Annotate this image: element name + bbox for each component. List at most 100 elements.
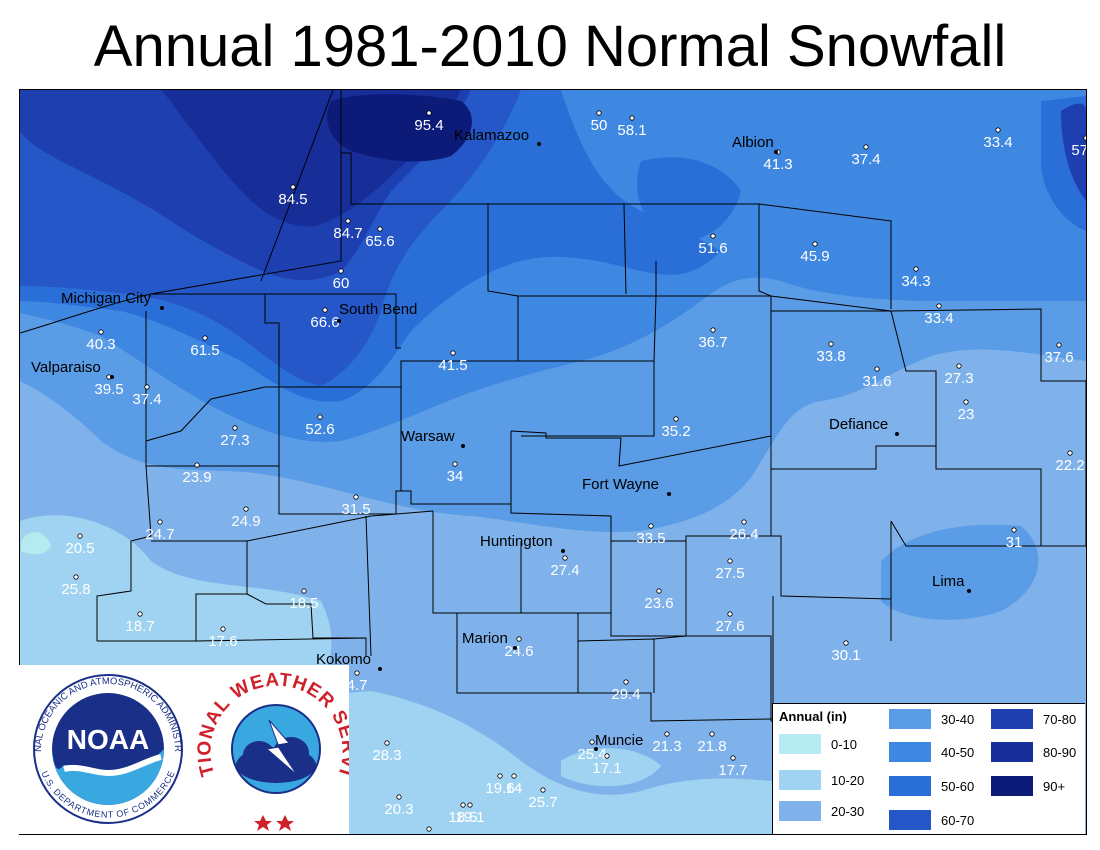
station-marker: 35.2 xyxy=(661,416,691,440)
station-dot xyxy=(1056,342,1062,348)
station-dot xyxy=(664,731,670,737)
station-dot xyxy=(396,794,402,800)
station-value: 30.1 xyxy=(831,647,860,664)
station-dot xyxy=(604,753,610,759)
station-marker: 36.7 xyxy=(698,327,728,351)
logo-art: NOAA NATIONAL OCEANIC AND ATMOSPHERIC AD… xyxy=(12,649,358,831)
station-marker: 65.6 xyxy=(365,226,395,250)
station-dot xyxy=(623,679,629,685)
station-dot xyxy=(562,555,568,561)
city-marker: Lima xyxy=(932,573,971,593)
station-marker: 50 xyxy=(591,110,608,134)
station-dot xyxy=(843,640,849,646)
city-label: Warsaw xyxy=(401,428,455,445)
city-marker: Muncie xyxy=(594,732,643,751)
station-marker: 25.8 xyxy=(61,574,91,598)
station-dot xyxy=(673,416,679,422)
station-dot xyxy=(936,303,942,309)
station-value: 21.8 xyxy=(697,738,726,755)
station-marker: 33.8 xyxy=(816,341,846,365)
city-dot xyxy=(160,306,164,310)
station-marker: 27.4 xyxy=(550,555,580,579)
station-value: 26.4 xyxy=(729,526,758,543)
station-dot xyxy=(656,588,662,594)
city-marker: Albion xyxy=(732,134,778,154)
station-marker: 66.6 xyxy=(310,307,340,331)
legend-label: 70-80 xyxy=(1043,712,1077,727)
station-dot xyxy=(144,384,150,390)
station-value: 33.8 xyxy=(816,348,845,365)
city-label: Albion xyxy=(732,134,774,151)
station-value: 4.7 xyxy=(347,677,368,694)
station-dot xyxy=(956,363,962,369)
station-value: 29.4 xyxy=(611,686,640,703)
city-marker: Warsaw xyxy=(401,428,465,448)
station-value: 25.7 xyxy=(528,794,557,811)
station-dot xyxy=(511,773,517,779)
station-value: 34.3 xyxy=(901,273,930,290)
station-marker: 26.4 xyxy=(729,519,759,543)
city-label: South Bend xyxy=(339,301,417,318)
station-marker: 52.6 xyxy=(305,414,335,438)
station-marker: 37.4 xyxy=(851,144,881,168)
station-dot xyxy=(202,335,208,341)
station-dot xyxy=(73,574,79,580)
legend-swatch xyxy=(779,770,821,790)
station-value: 50 xyxy=(591,117,608,134)
station-marker: 39.5 xyxy=(94,374,124,398)
station-dot xyxy=(384,740,390,746)
station-value: 25.4 xyxy=(577,746,606,763)
station-marker: 23.6 xyxy=(644,588,674,612)
city-marker: Kalamazoo xyxy=(454,127,541,146)
county-boundaries xyxy=(20,90,1086,722)
station-marker: 37.6 xyxy=(1044,342,1074,366)
station-value: 33.5 xyxy=(636,530,665,547)
station-marker: 19.1 xyxy=(455,802,485,826)
city-label: Michigan City xyxy=(61,290,152,307)
station-marker: 57.3 xyxy=(1071,135,1086,159)
station-marker: 33.5 xyxy=(636,523,666,547)
station-marker: 34.3 xyxy=(901,266,931,290)
city-marker: Huntington xyxy=(480,533,565,553)
station-value: 20.3 xyxy=(384,801,413,818)
legend-swatch xyxy=(991,742,1033,762)
city-dot xyxy=(378,667,382,671)
station-marker: 24.6 xyxy=(504,636,534,660)
city-dot xyxy=(561,549,565,553)
station-marker: 17.7 xyxy=(718,755,748,779)
city-dot xyxy=(110,375,114,379)
station-dot xyxy=(322,307,328,313)
station-value: 36.7 xyxy=(698,334,727,351)
station-marker: 18.7 xyxy=(125,611,155,635)
station-marker: 27.6 xyxy=(715,611,745,635)
station-dot xyxy=(741,519,747,525)
station-value: 52.6 xyxy=(305,421,334,438)
city-dot xyxy=(594,747,598,751)
station-value: 84.7 xyxy=(333,225,362,242)
city-dot xyxy=(461,444,465,448)
station-marker: 33.4 xyxy=(983,127,1013,151)
legend-swatch xyxy=(991,709,1033,729)
city-label: Huntington xyxy=(480,533,553,550)
station-dot xyxy=(317,414,323,420)
legend-label: 90+ xyxy=(1043,779,1066,794)
station-dot xyxy=(516,636,522,642)
station-dot xyxy=(452,461,458,467)
station-value: 18.5 xyxy=(448,809,477,826)
station-value: 18.5 xyxy=(289,595,318,612)
legend-title: Annual (in) xyxy=(779,709,847,724)
station-marker: 60 xyxy=(333,268,349,292)
station-marker: 31 xyxy=(1006,527,1022,551)
station-marker: 61.5 xyxy=(190,335,220,359)
station-dot xyxy=(596,110,602,116)
city-marker: Kokomo xyxy=(316,651,382,671)
station-value: 22.2 xyxy=(1055,457,1084,474)
station-marker: 17.6 xyxy=(208,626,238,650)
city-marker: Michigan City xyxy=(61,290,164,310)
station-marker: 40.3 xyxy=(86,329,116,353)
legend-swatch xyxy=(889,810,931,830)
station-dot xyxy=(629,115,635,121)
station-value: 14 xyxy=(506,780,523,797)
station-dot xyxy=(497,773,503,779)
station-dot xyxy=(232,425,238,431)
